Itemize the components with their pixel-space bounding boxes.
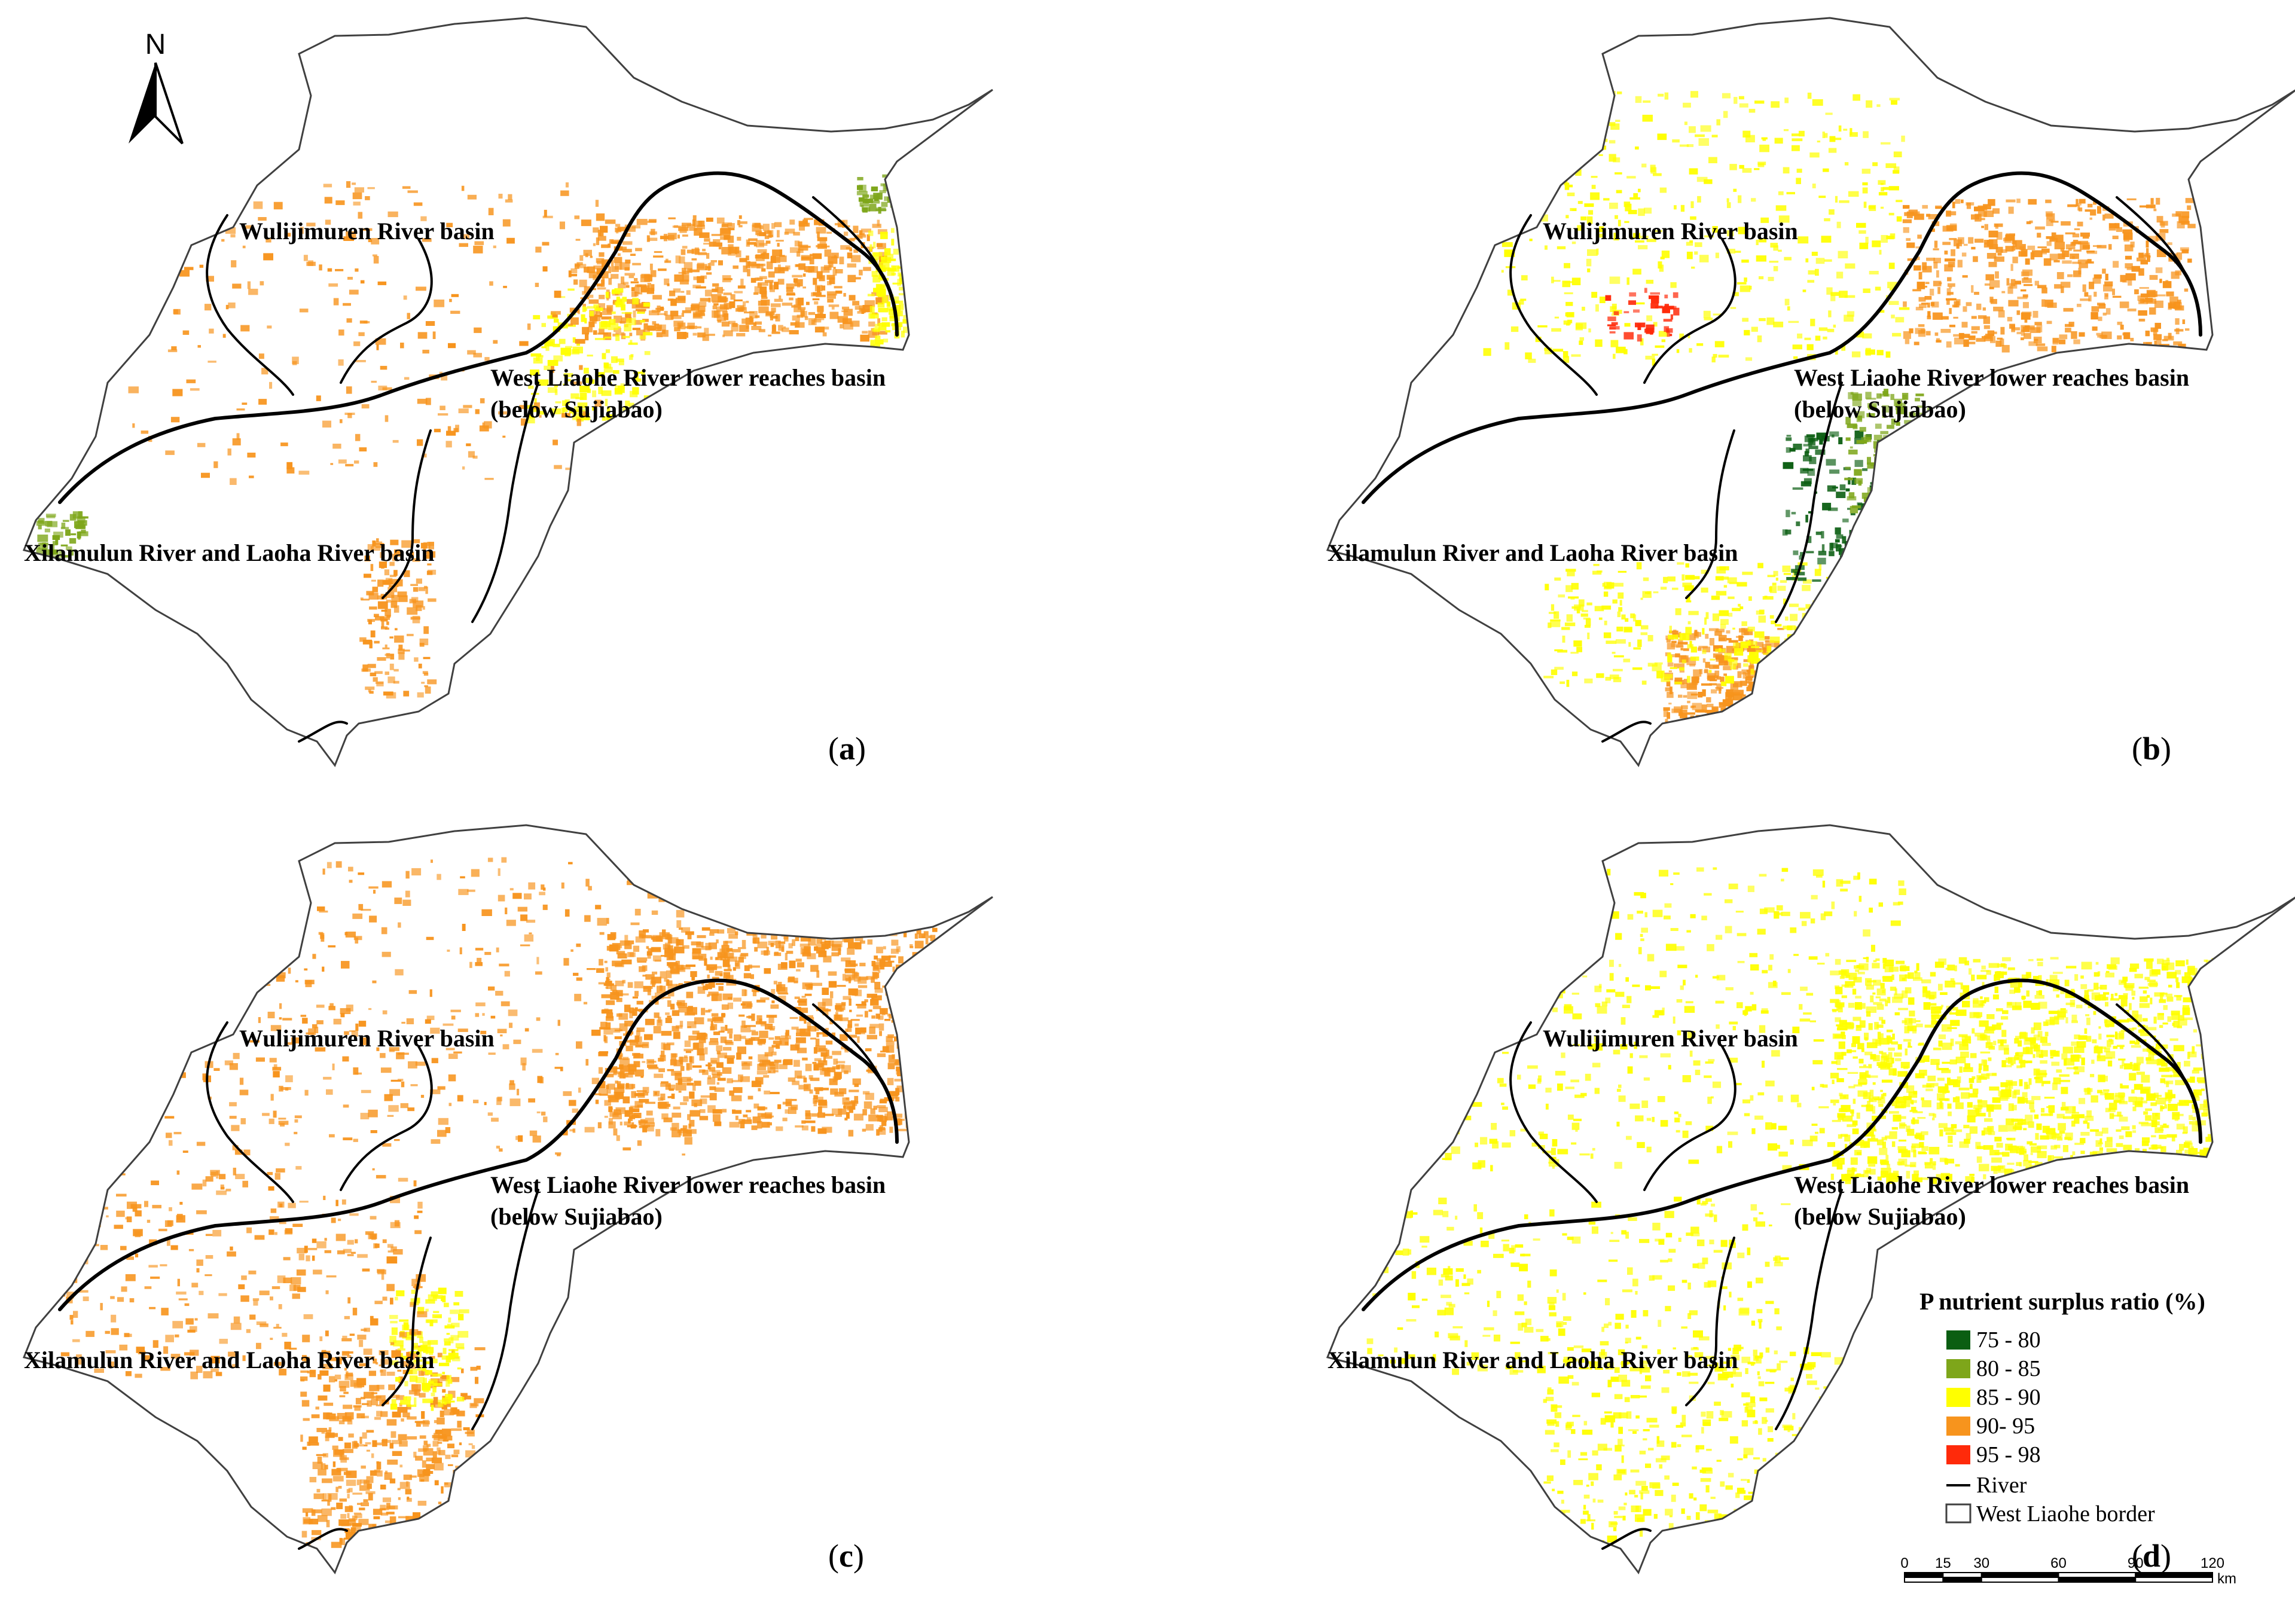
legend-class-label: 90- 95 [1976,1414,2035,1439]
label-wulijimuren-basin: Wulijimuren River basin [1543,1025,1798,1052]
label-west-liaohe-basin: West Liaohe River lower reaches basin [1794,1171,2189,1198]
legend-swatch [1946,1330,1970,1350]
surplus-ratio-pixels [60,855,965,1550]
label-xilamulun-basin: Xilamulun River and Laoha River basin [24,1347,434,1373]
legend-swatch [1946,1388,1970,1407]
legend-class-label: 95 - 98 [1976,1442,2041,1467]
legend-class-label: 75 - 80 [1976,1327,2041,1353]
scale-segment [2135,1577,2213,1583]
river-wuli2-line [1643,238,1736,384]
label-wulijimuren-basin: Wulijimuren River basin [239,218,495,245]
legend-swatch [1946,1417,1970,1436]
north-arrow: N [129,29,184,145]
scale-segment [2135,1572,2213,1578]
label-west-liaohe-subtitle: (below Sujiabao) [1794,396,1966,423]
map-panel-c: Wulijimuren River basin West Liaohe River… [23,824,994,1574]
label-xilamulun-basin: Xilamulun River and Laoha River basin [24,539,434,566]
west-liaohe-border [23,824,994,1574]
legend-river-label: River [1976,1473,2027,1498]
legend-swatch [1946,1445,1970,1464]
west-liaohe-border [1326,17,2295,767]
scale-segment [1904,1572,1944,1578]
river-south-line [1601,721,1652,743]
label-wulijimuren-basin: Wulijimuren River basin [239,1025,495,1052]
legend-class-label: 80 - 85 [1976,1356,2041,1381]
label-west-liaohe-basin: West Liaohe River lower reaches basin [1794,364,2189,391]
surplus-ratio-pixels [36,173,917,699]
north-arrow-icon-right [154,62,184,145]
river-wuli2-line [1643,1045,1736,1191]
river-lao-line [1685,429,1735,599]
map-panel-d: Wulijimuren River basin West Liaohe River… [1326,824,2295,1574]
scale-tick-label: 30 [1973,1555,1989,1571]
legend-swatch [1946,1359,1970,1378]
west-liaohe-border [1326,824,2295,1574]
panel-letter-a: (a) [828,731,866,767]
scale-tick-label: 15 [1935,1555,1951,1571]
scale-tick-label: 90 [2128,1555,2144,1571]
scale-unit-label: km [2217,1571,2236,1587]
scale-tick-label: 60 [2050,1555,2067,1571]
label-wulijimuren-basin: Wulijimuren River basin [1543,218,1798,245]
label-xilamulun-basin: Xilamulun River and Laoha River basin [1327,1347,1738,1373]
north-arrow-label: N [145,29,166,60]
scale-segment [1980,1572,2059,1578]
north-arrow-icon [129,63,155,144]
scale-segment [1904,1577,1944,1583]
scale-segment [1942,1577,1982,1583]
panel-letter-c: (c) [828,1538,864,1574]
map-panel-a: Wulijimuren River basin West Liaohe River… [23,17,994,767]
label-west-liaohe-subtitle: (below Sujiabao) [1794,1203,1966,1230]
label-west-liaohe-basin: West Liaohe River lower reaches basin [490,1171,886,1198]
scale-segment [1942,1572,1982,1578]
label-xilamulun-basin: Xilamulun River and Laoha River basin [1327,539,1738,566]
legend-border-label: West Liaohe border [1976,1501,2155,1527]
scale-segment [2058,1577,2137,1583]
scale-segment [1980,1577,2059,1583]
scale-segment [2058,1572,2137,1578]
scale-tick-label: 120 [2201,1555,2224,1571]
legend-class-label: 85 - 90 [1976,1385,2041,1410]
legend-title: P nutrient surplus ratio (%) [1919,1288,2205,1315]
scale-tick-label: 0 [1900,1555,1908,1571]
legend-border-swatch [1945,1503,1971,1524]
river-wuli2-line [340,238,433,384]
river-south-line [298,721,348,743]
panel-letter-b: (b) [2132,731,2171,767]
panel-letter-d: (d) [2132,1538,2171,1574]
label-west-liaohe-basin: West Liaohe River lower reaches basin [490,364,886,391]
map-panel-b: Wulijimuren River basin West Liaohe River… [1326,17,2295,767]
label-west-liaohe-subtitle: (below Sujiabao) [490,396,663,423]
label-west-liaohe-subtitle: (below Sujiabao) [490,1203,663,1230]
legend: P nutrient surplus ratio (%) 75 - 80 80 -… [1919,1288,2205,1527]
